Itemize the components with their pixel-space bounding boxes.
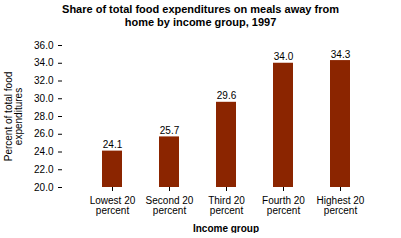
svg-text:Lowest 20percent: Lowest 20percent [90, 195, 136, 216]
svg-text:29.6: 29.6 [217, 91, 237, 102]
svg-text:28.0: 28.0 [34, 111, 54, 122]
svg-text:20.0: 20.0 [34, 182, 54, 193]
svg-text:25.7: 25.7 [160, 125, 180, 136]
svg-text:Income group: Income group [193, 223, 259, 234]
svg-text:30.0: 30.0 [34, 93, 54, 104]
svg-text:34.3: 34.3 [331, 49, 351, 60]
html-text:Share of total food expenditur: Share of total food expenditures on meal… [62, 3, 339, 29]
svg-text:26.0: 26.0 [34, 129, 54, 140]
svg-text:22.0: 22.0 [34, 164, 54, 175]
svg-text:Percent of total foodexpenditu: Percent of total foodexpenditures [3, 72, 24, 162]
svg-text:32.0: 32.0 [34, 76, 54, 87]
svg-text:24.1: 24.1 [103, 139, 123, 150]
svg-text:24.0: 24.0 [34, 147, 54, 158]
svg-text:Second 20percent: Second 20percent [146, 195, 194, 216]
svg-text:36.0: 36.0 [34, 40, 54, 51]
svg-text:Fourth 20percent: Fourth 20percent [262, 195, 305, 216]
svg-text:Highest 20percent: Highest 20percent [317, 195, 365, 216]
svg-text:34.0: 34.0 [274, 52, 294, 63]
svg-text:Third 20percent: Third 20percent [208, 195, 245, 216]
svg-text:34.0: 34.0 [34, 58, 54, 69]
